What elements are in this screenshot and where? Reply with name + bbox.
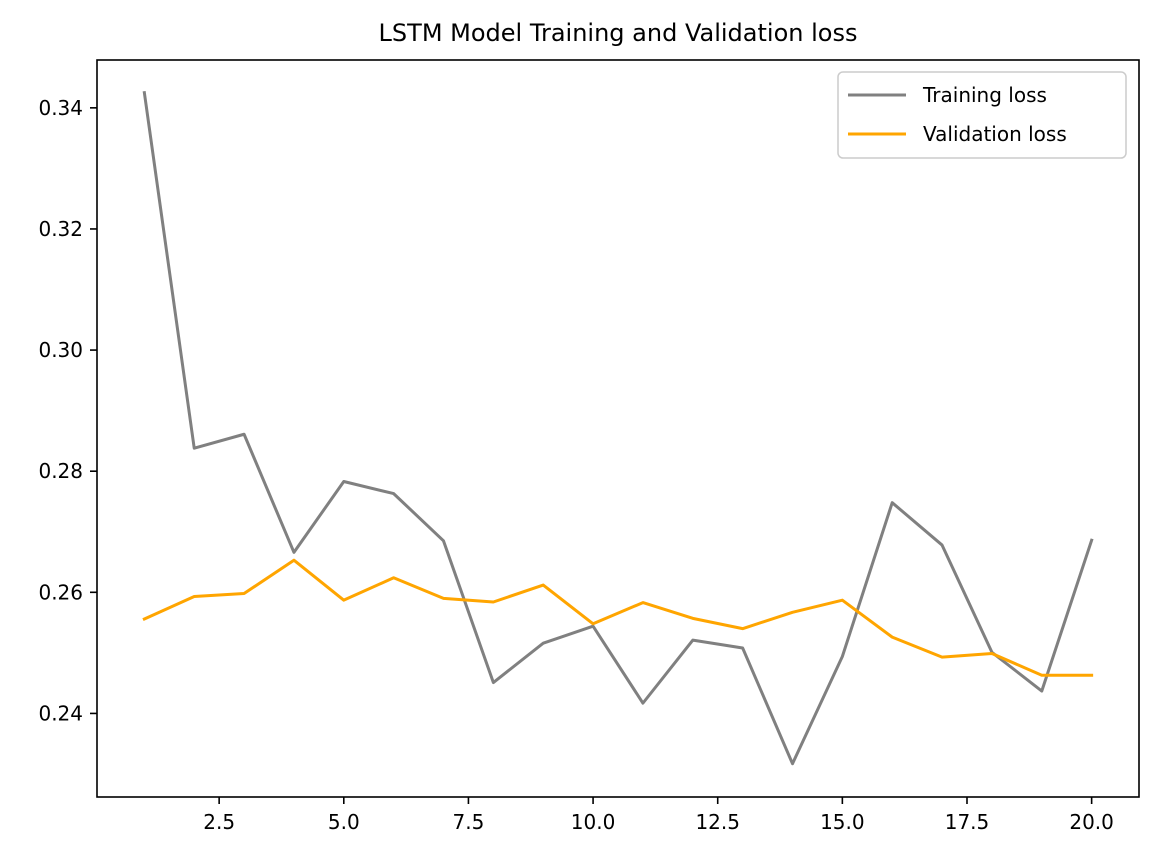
- legend: Training loss Validation loss: [837, 71, 1127, 159]
- x-tick-label: 12.5: [695, 810, 740, 834]
- legend-box: [837, 71, 1127, 159]
- x-tick-label: 20.0: [1069, 810, 1114, 834]
- y-tick-label: 0.30: [38, 338, 83, 362]
- legend-label-training-loss: Training loss: [922, 83, 1047, 107]
- legend-label-validation-loss: Validation loss: [923, 122, 1067, 146]
- x-tick-label: 10.0: [571, 810, 616, 834]
- x-tick-label: 15.0: [820, 810, 865, 834]
- y-tick-label: 0.24: [38, 701, 83, 725]
- x-tick-label: 5.0: [328, 810, 360, 834]
- y-tick-label: 0.28: [38, 459, 83, 483]
- chart-title: LSTM Model Training and Validation loss: [379, 19, 858, 47]
- y-tick-label: 0.34: [38, 96, 83, 120]
- series-line-training-loss: [142, 91, 1094, 766]
- x-axis: 2.5 5.0 7.5 10.0 12.5 15.0 17.5 20.0: [203, 797, 1114, 834]
- plot-area-frame: [96, 59, 1140, 798]
- y-axis: 0.24 0.26 0.28 0.30 0.32 0.34: [38, 96, 97, 725]
- x-tick-label: 17.5: [945, 810, 990, 834]
- y-tick-label: 0.32: [38, 217, 83, 241]
- x-tick-label: 2.5: [203, 810, 235, 834]
- series-line-validation-loss: [142, 558, 1094, 677]
- y-tick-label: 0.26: [38, 580, 83, 604]
- x-tick-label: 7.5: [453, 810, 485, 834]
- series-layer: [142, 91, 1094, 766]
